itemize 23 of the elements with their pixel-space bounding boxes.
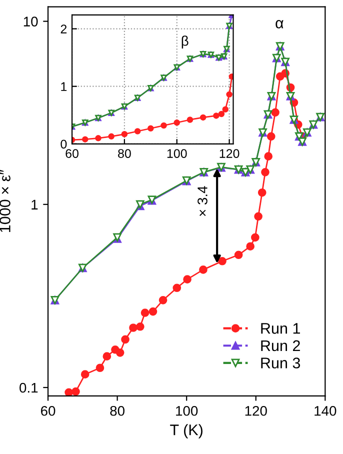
legend-label: Run 1 [261,323,300,334]
x-tick-label: 60 [41,406,56,416]
x-tick-label: 120 [245,406,267,416]
legend-label: Run 2 [261,340,300,352]
y-tick-label: 0 [60,140,67,149]
y-tick-label: 1 [32,200,38,210]
y-tick-label: 1 [61,82,67,91]
x-tick-label: 100 [167,149,187,158]
legend-label: Run 3 [261,358,300,368]
x-axis-title: T (K) [170,424,202,438]
annotation: × 3.4 [198,186,208,216]
x-tick-label: 120 [220,149,240,158]
y-tick-label: 2 [60,24,67,34]
x-tick-label: 100 [176,406,198,416]
x-tick-label: 80 [110,406,124,416]
x-tick-label: 140 [314,406,336,416]
x-tick-label: 60 [66,149,78,158]
y-tick-label: 0.1 [20,382,38,393]
x-tick-label: 80 [118,149,131,158]
y-axis-title: 1000 × ε″ [0,170,10,232]
y-tick-label: 10 [24,16,38,26]
annotation: α [276,20,284,28]
annotation: β [182,36,188,49]
